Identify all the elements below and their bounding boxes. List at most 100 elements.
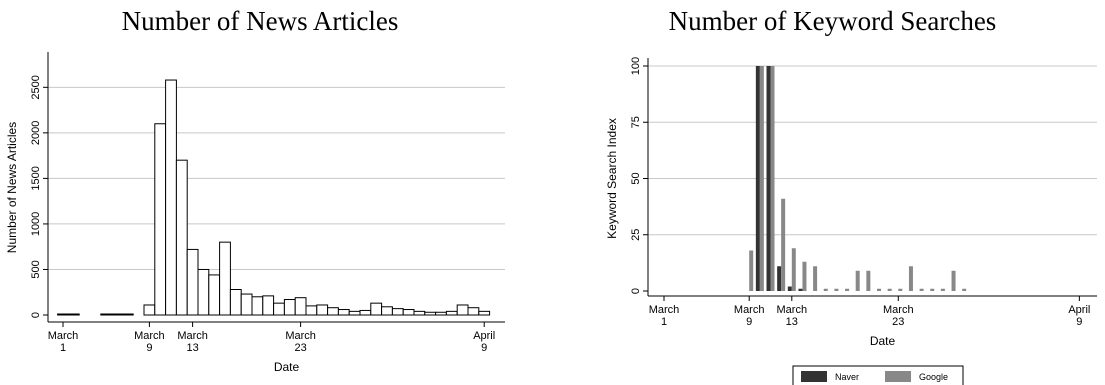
bar [908,266,913,291]
legend-label: Naver [835,372,859,382]
bar [478,310,491,316]
chart-title: Number of News Articles [121,6,399,36]
y-tick-label: 100 [630,57,642,75]
bar [845,288,850,291]
x-tick-label: March [134,330,165,342]
bar [781,198,786,291]
bar [165,79,177,316]
bar [759,66,764,291]
bar [435,311,447,316]
bar [219,241,231,316]
x-tick-label: 13 [786,316,798,328]
bar [370,302,383,316]
bar [67,313,80,316]
bar [175,159,188,316]
bar [787,286,792,291]
bar [770,66,775,291]
y-tick-label: 2500 [30,75,42,99]
bar [777,266,782,291]
bar [823,288,828,291]
bar [940,288,945,291]
bar [273,302,285,316]
bar [749,250,754,291]
x-axis-title: Date [870,334,896,348]
x-tick-label: April [473,330,495,342]
x-tick-label: 23 [892,316,904,328]
x-tick-label: March [285,330,316,342]
news-articles-chart: Number of News Articles 0 500 1000 1500 2000… [0,0,520,385]
bar [197,268,210,316]
legend-swatch [801,371,827,382]
bar [755,66,760,291]
legend-label: Google [919,372,948,382]
bar [359,309,372,316]
bar [294,297,307,316]
bar [262,295,275,316]
bar [402,309,415,316]
bar [424,311,437,316]
x-axis-title: Date [274,360,300,374]
bar [791,248,796,291]
x-tick-label: 23 [294,342,306,354]
bar [445,310,458,316]
bar [121,313,134,316]
x-tick-label: 9 [146,342,152,354]
legend-swatch [885,371,911,382]
bar [100,313,113,316]
bar [208,274,221,316]
bar [798,288,803,291]
y-axis-title: Number of News Articles [5,122,19,253]
bar [898,288,903,291]
bar [186,248,199,316]
x-tick-label: 9 [481,342,487,354]
bar [930,288,935,291]
bar [919,288,924,291]
x-tick-label: 1 [661,316,667,328]
bar [240,293,253,316]
y-axis-title: Keyword Search Index [605,118,619,239]
y-tick-label: 25 [630,229,642,241]
x-tick-label: 13 [186,342,198,354]
y-tick-label: 0 [630,288,642,294]
y-tick-label: 75 [630,116,642,128]
y-tick-label: 500 [30,260,42,278]
bar [283,299,296,316]
x-tick-label: March [649,304,680,316]
news-articles-plot: 0 500 1000 1500 2000 2500 Number of News Artic… [5,52,505,374]
bar [951,270,956,291]
x-tick-label: March [734,304,765,316]
y-tick-label: 1500 [30,166,42,190]
bar [413,310,426,316]
bar [154,123,167,316]
y-tick-label: 1000 [30,212,42,236]
bar [305,305,318,316]
bar [316,304,329,316]
bar [111,313,123,316]
bar [467,307,480,316]
bar [962,288,967,291]
bar [834,288,839,291]
bar [855,270,860,291]
x-tick-label: March [777,304,808,316]
bar [766,66,771,291]
bar [348,310,361,316]
keyword-searches-chart: Number of Keyword Searches 0 25 50 75 100 Key… [560,0,1105,385]
x-tick-label: 1 [60,342,66,354]
bar [391,308,404,316]
bar [866,270,871,291]
bar [456,304,469,316]
bar [327,307,339,316]
x-tick-label: March [48,330,79,342]
chart-title: Number of Keyword Searches [668,6,997,36]
bar [251,296,264,316]
x-tick-label: 9 [1076,316,1082,328]
bar [337,309,350,316]
bar [802,261,807,291]
bar [381,306,393,316]
x-tick-label: March [177,330,208,342]
y-tick-label: 0 [30,312,42,318]
y-tick-label: 2000 [30,121,42,145]
bar [813,266,818,291]
bar [143,304,156,316]
